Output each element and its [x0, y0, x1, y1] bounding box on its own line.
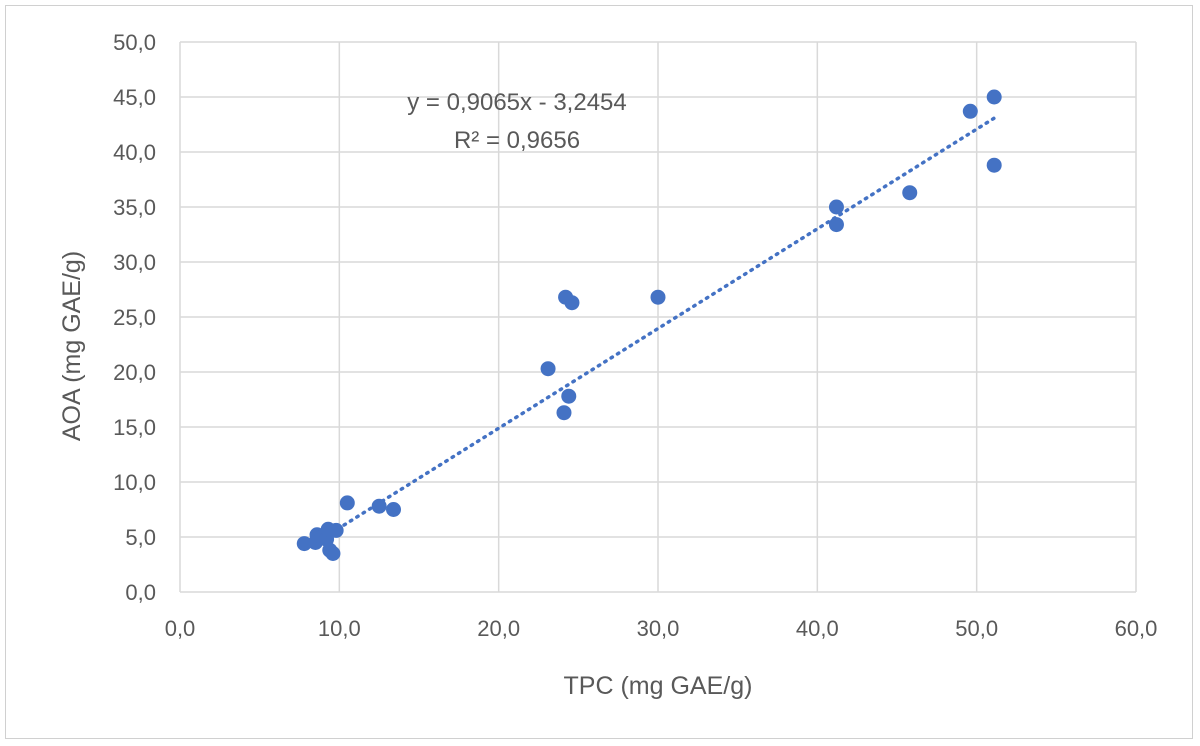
data-point [650, 289, 666, 305]
y-tick-label: 25,0 [113, 305, 156, 330]
data-point [902, 185, 918, 201]
data-point [828, 217, 844, 233]
x-tick-label: 40,0 [796, 616, 839, 641]
y-tick-label: 35,0 [113, 195, 156, 220]
y-tick-label: 5,0 [125, 525, 156, 550]
data-point [339, 495, 355, 511]
y-tick-label: 0,0 [125, 580, 156, 605]
trendline-r-squared: R² = 0,9656 [454, 127, 580, 154]
data-point [564, 295, 580, 311]
y-tick-label: 40,0 [113, 140, 156, 165]
data-point [328, 522, 344, 538]
trendline-layer [329, 114, 1000, 535]
x-tick-label: 0,0 [165, 616, 196, 641]
data-points [296, 89, 1002, 561]
x-tick-label: 50,0 [955, 616, 998, 641]
data-point [986, 89, 1002, 105]
data-point [325, 546, 341, 561]
y-tick-label: 15,0 [113, 415, 156, 440]
chart-frame: 0,0 10,0 20,0 30,0 40,0 50,0 60,0 0,0 5,0 10,0 15,… [5, 5, 1193, 739]
data-point [561, 388, 577, 404]
y-tick-label: 10,0 [113, 470, 156, 495]
trendline [329, 114, 1000, 535]
trendline-equation: y = 0,9065x - 3,2454 [407, 89, 627, 116]
x-tick-label: 30,0 [637, 616, 680, 641]
gridlines [179, 41, 1137, 593]
y-tick-label: 30,0 [113, 250, 156, 275]
data-point [962, 103, 978, 119]
x-tick-label: 20,0 [477, 616, 520, 641]
data-point [986, 157, 1002, 173]
scatter-chart: 0,0 10,0 20,0 30,0 40,0 50,0 60,0 0,0 5,0 10,0 15,… [58, 30, 1157, 700]
data-point [828, 199, 844, 215]
data-point [371, 498, 387, 514]
x-tick-label: 60,0 [1115, 616, 1158, 641]
data-point [386, 502, 402, 517]
tick-labels: 0,0 10,0 20,0 30,0 40,0 50,0 60,0 0,0 5,0 10,0 15,… [113, 30, 1157, 641]
y-tick-label: 45,0 [113, 85, 156, 110]
y-tick-label: 50,0 [113, 30, 156, 55]
y-axis-title: AOA (mg GAE/g) [58, 251, 86, 441]
data-point [556, 405, 572, 421]
data-point [540, 361, 556, 377]
x-axis-title: TPC (mg GAE/g) [564, 672, 753, 700]
x-tick-label: 10,0 [318, 616, 361, 641]
data-point [296, 536, 312, 552]
y-tick-label: 20,0 [113, 360, 156, 385]
